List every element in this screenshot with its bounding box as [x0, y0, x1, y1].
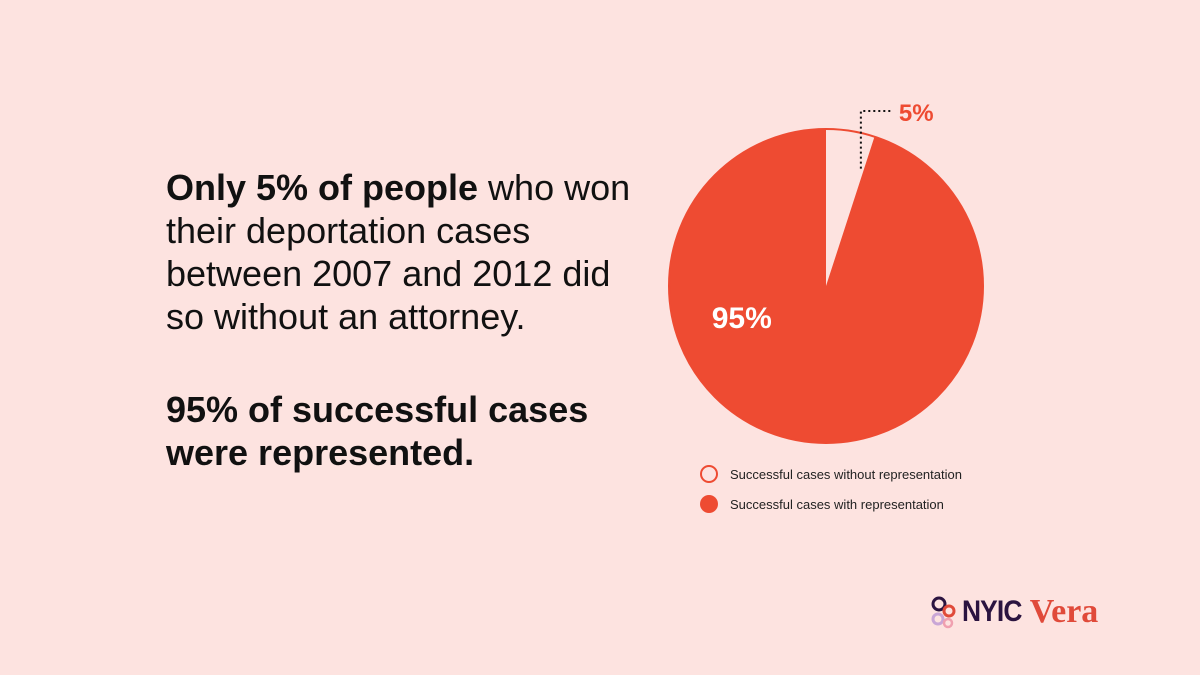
- headline: Only 5% of people who won their deportat…: [166, 166, 646, 474]
- logos: NYIC Vera: [928, 593, 1099, 630]
- headline-rest: who won their deportation cases between …: [166, 167, 631, 337]
- pie-slices: [668, 128, 984, 444]
- headline-paragraph: Only 5% of people who won their deportat…: [166, 166, 646, 338]
- legend-label-with: Successful cases with representation: [730, 496, 944, 512]
- legend-label-without: Successful cases without representation: [730, 466, 962, 482]
- vera-logo-text: Vera: [1029, 593, 1099, 630]
- nyic-logo-text: NYIC: [962, 595, 1022, 628]
- legend-item-without-representation: Successful cases without representation: [700, 462, 962, 486]
- data-label-with-representation: 95%: [712, 302, 772, 335]
- pie-labels: 5% 95%: [712, 100, 934, 335]
- nyic-logo-icon: [931, 596, 956, 629]
- pie-outline: [668, 128, 984, 444]
- legend: Successful cases without representation …: [700, 462, 962, 522]
- legend-swatch-filled: [700, 495, 718, 513]
- headline-bold-lead: Only 5% of people: [166, 167, 479, 208]
- pie-slice-with-representation: [669, 129, 983, 443]
- pie-slice-without-representation: [826, 129, 875, 286]
- legend-swatch-outline: [700, 465, 718, 483]
- legend-item-with-representation: Successful cases with representation: [700, 492, 962, 516]
- headline-second: 95% of successful cases were represented…: [166, 389, 589, 473]
- data-label-without-representation: 5%: [899, 100, 934, 127]
